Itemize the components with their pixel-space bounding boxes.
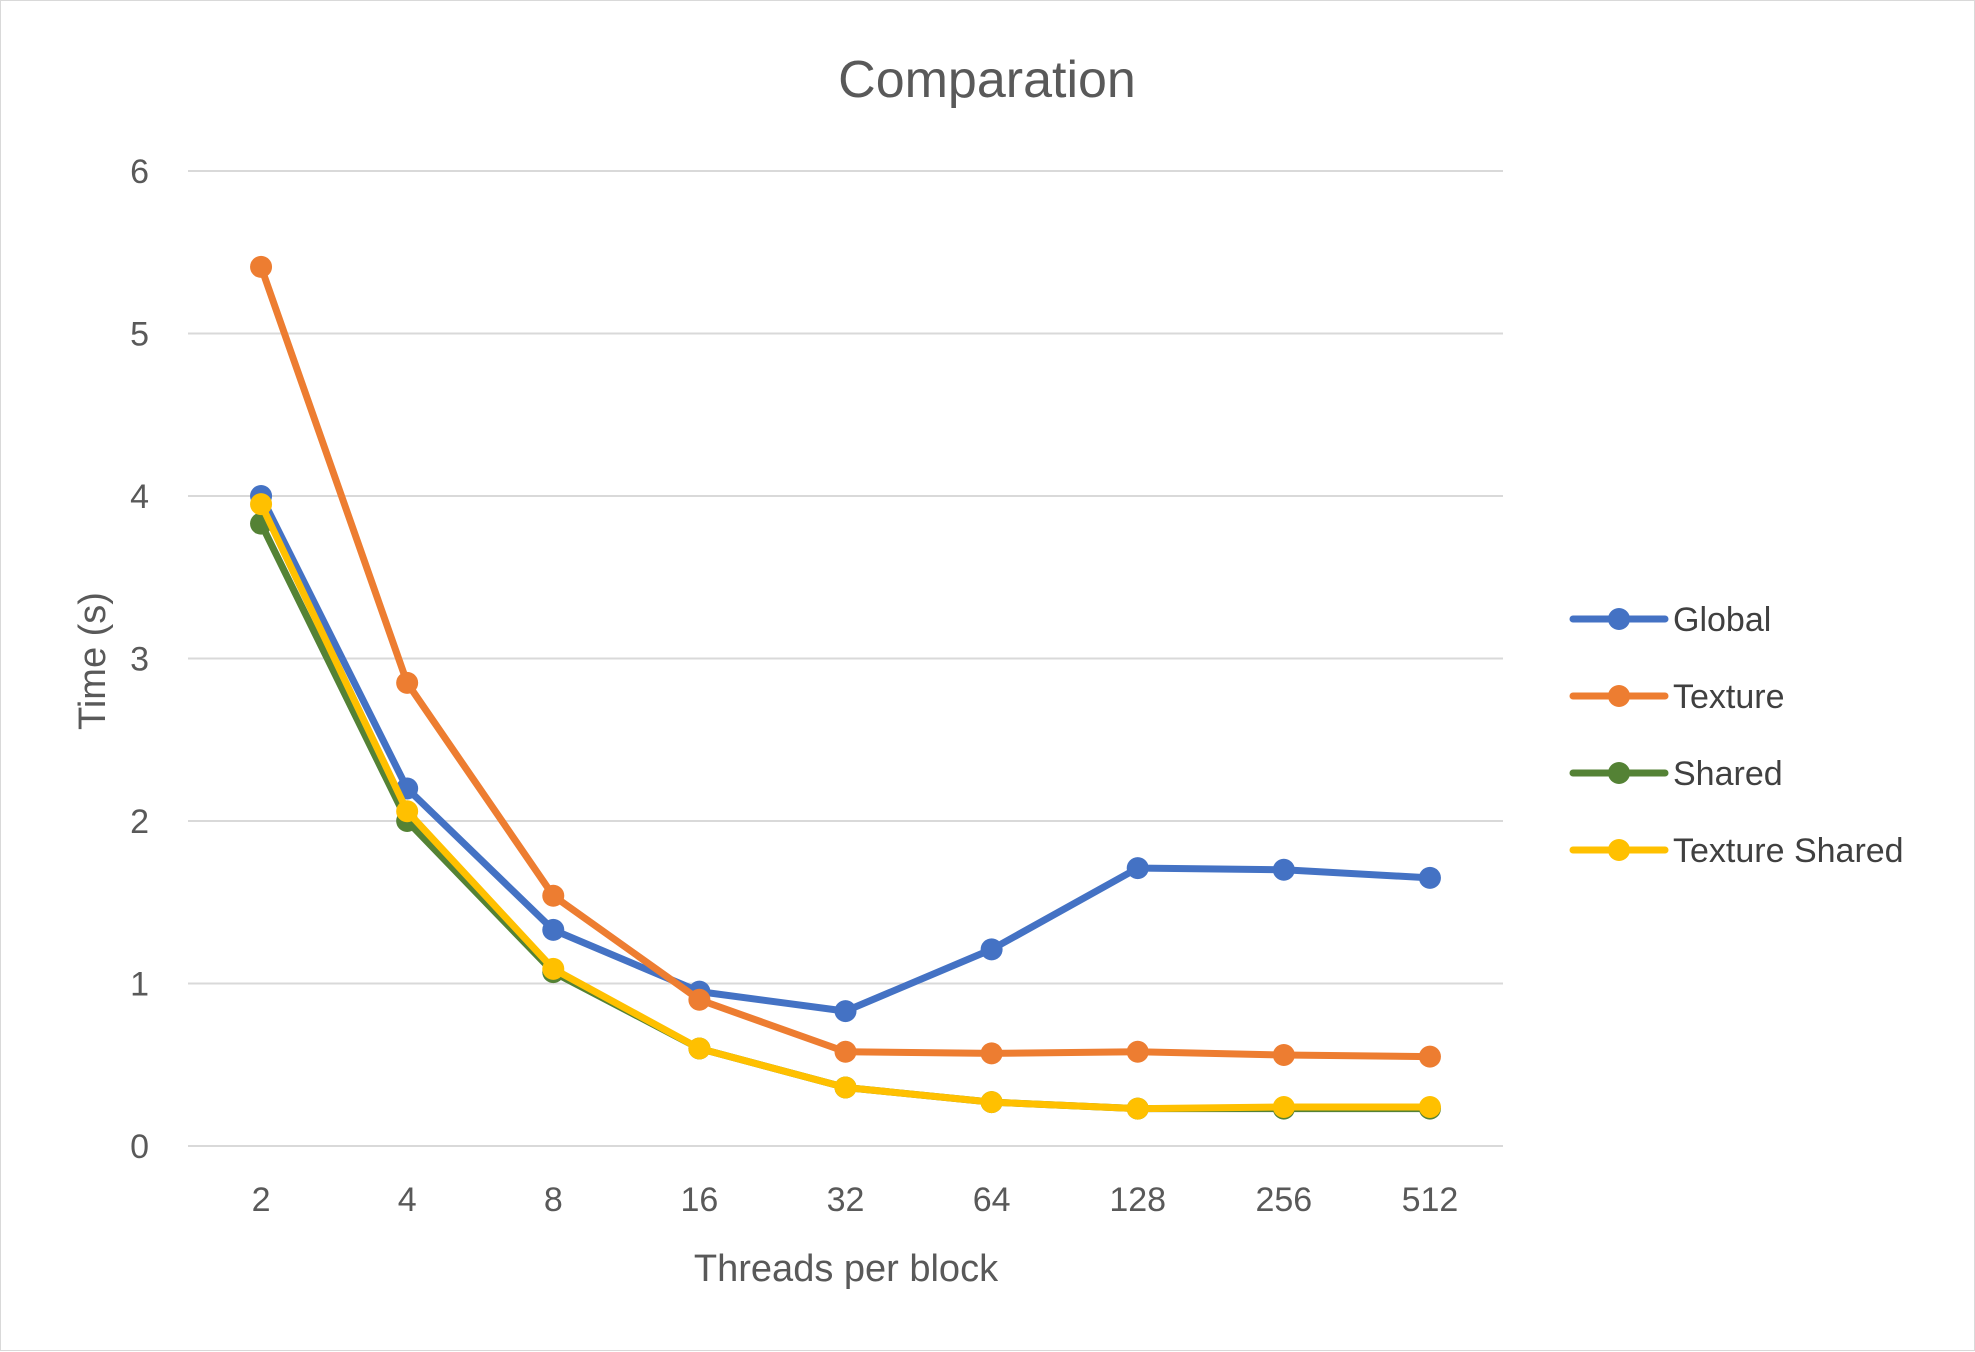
series-texture-shared [250,493,1441,1120]
series-global [250,485,1441,1023]
legend-swatch-marker [1608,839,1630,861]
legend-swatch-marker [1608,685,1630,707]
data-point-texture [1272,1044,1295,1066]
data-point-texture [1126,1040,1149,1063]
y-tick-label: 1 [130,966,149,1004]
legend-label: Shared [1673,755,1783,793]
y-axis-title: Time (s) [72,592,114,730]
data-point-texture-shared [542,957,565,980]
y-tick-label: 5 [130,316,149,354]
legend-swatch-marker [1608,762,1630,784]
series-shared [250,512,1441,1120]
y-tick-label: 3 [130,641,149,679]
legend-label: Texture Shared [1673,832,1904,870]
y-axis-ticks: 0 1 2 3 4 5 6 [130,153,149,1166]
series-texture [250,255,1441,1068]
data-point-texture [1418,1045,1441,1068]
legend-item-shared: Shared [1569,755,1783,793]
data-point-texture [250,255,273,278]
data-point-texture-shared [1272,1096,1295,1118]
x-tick-label: 32 [827,1181,865,1219]
x-tick-label: 128 [1109,1181,1166,1219]
y-tick-label: 4 [130,478,149,516]
data-point-texture-shared [834,1076,857,1099]
data-point-global [542,918,565,941]
legend-item-texture-shared: Texture Shared [1569,832,1904,870]
x-tick-label: 8 [544,1181,563,1219]
gridlines [188,170,1503,1147]
data-point-global [834,1000,857,1023]
data-point-texture [688,988,711,1011]
data-point-texture [980,1042,1003,1065]
data-point-texture-shared [250,493,273,516]
data-point-texture [834,1040,857,1063]
y-tick-label: 0 [130,1128,149,1166]
series-line-texture [257,263,1434,1061]
legend: Global Texture Shared Texture Shared [1569,601,1904,870]
x-axis-title: Threads per block [694,1248,999,1290]
data-point-texture-shared [396,800,419,823]
legend-item-global: Global [1569,601,1771,639]
series-layer [250,255,1441,1120]
x-tick-label: 64 [973,1181,1011,1219]
series-line-global [257,492,1434,1015]
data-point-texture [396,671,419,694]
x-tick-label: 4 [398,1181,417,1219]
x-tick-label: 512 [1402,1181,1459,1219]
data-point-global [1418,866,1441,889]
chart-title: Comparation [838,51,1136,109]
data-point-texture-shared [980,1091,1003,1114]
y-tick-label: 2 [130,803,149,841]
data-point-texture-shared [1418,1096,1441,1118]
x-tick-label: 16 [680,1181,718,1219]
data-point-global [1272,858,1295,881]
x-tick-label: 2 [252,1181,271,1219]
data-point-global [980,938,1003,961]
y-tick-label: 6 [130,153,149,191]
x-axis-ticks: 2 4 8 16 32 64 128 256 512 [252,1181,1459,1219]
data-point-texture-shared [688,1037,711,1060]
legend-label: Global [1673,601,1771,639]
data-point-global [1126,857,1149,880]
legend-label: Texture [1673,678,1785,716]
data-point-texture-shared [1126,1097,1149,1120]
data-point-texture [542,884,565,907]
legend-item-texture: Texture [1569,678,1785,716]
legend-swatch-marker [1608,608,1630,630]
x-tick-label: 256 [1255,1181,1312,1219]
